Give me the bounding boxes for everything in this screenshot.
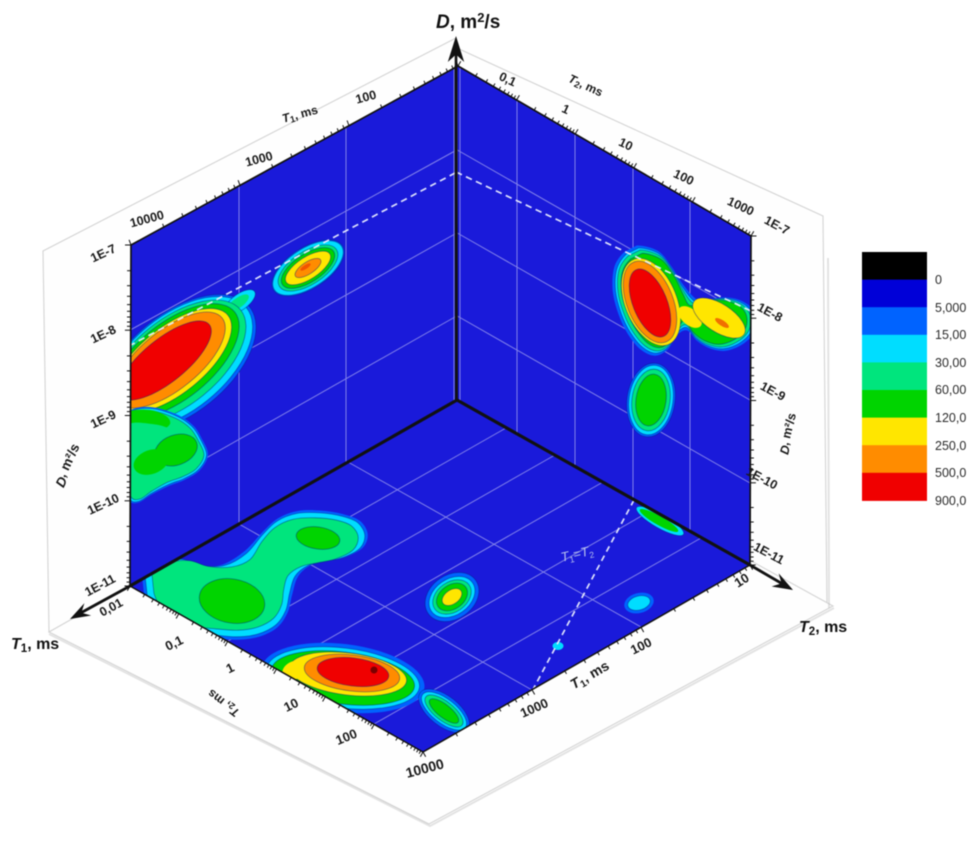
svg-text:0,1: 0,1 [497,69,519,89]
svg-text:1000: 1000 [244,149,275,170]
svg-text:60,00: 60,00 [935,383,966,397]
svg-text:10: 10 [281,695,301,715]
svg-text:30,00: 30,00 [935,356,966,370]
svg-text:0: 0 [935,273,942,287]
svg-text:15,00: 15,00 [935,328,966,342]
svg-text:T2, ms: T2, ms [799,619,847,638]
svg-text:900,0: 900,0 [935,494,966,508]
svg-text:0,1: 0,1 [163,632,186,653]
svg-text:T1, ms: T1, ms [11,636,59,655]
svg-text:D, m2/s: D, m2/s [436,10,500,33]
svg-text:100: 100 [354,88,378,107]
svg-text:250,0: 250,0 [935,439,966,453]
svg-text:5,000: 5,000 [935,301,966,315]
svg-text:10: 10 [732,570,752,590]
svg-text:120,0: 120,0 [935,411,966,425]
svg-text:10: 10 [616,135,635,154]
svg-text:500,0: 500,0 [935,466,966,480]
